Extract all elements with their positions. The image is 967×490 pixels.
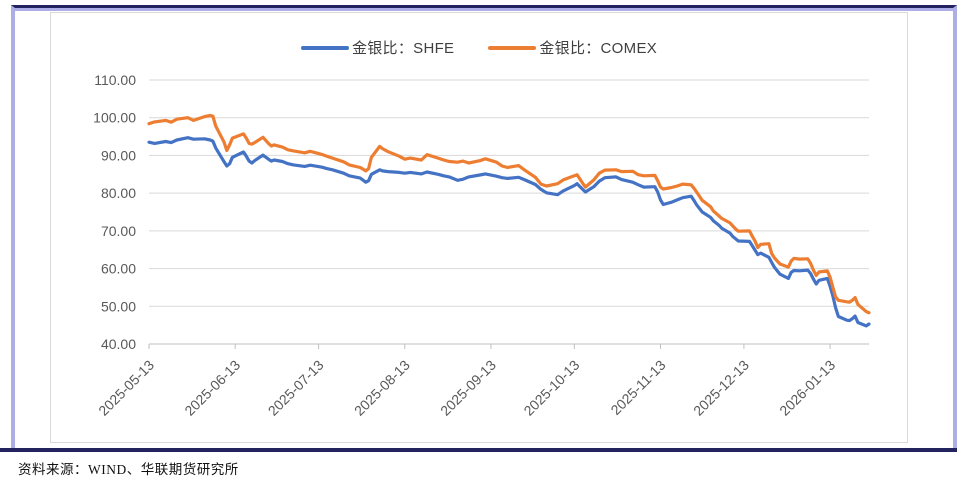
- x-axis-tick-label: 2026-01-13: [776, 357, 838, 419]
- chart-legend: 金银比：SHFE 金银比：COMEX: [51, 37, 907, 58]
- legend-swatch-shfe: [300, 45, 349, 50]
- series-line-shfe: [147, 136, 871, 328]
- y-axis-tick-label: 90.00: [101, 147, 136, 163]
- x-axis-tick-label: 2025-05-13: [95, 357, 157, 419]
- legend-swatch-comex: [488, 45, 537, 50]
- plot-svg: 110.00 100.00 90.00 80.00 70.00 60.00 50.00 40.…: [93, 72, 871, 419]
- y-axis-tick-label: 80.00: [101, 185, 136, 201]
- source-note: 资料来源：WIND、华联期货研究所: [18, 462, 239, 477]
- y-axis-tick-label: 50.00: [101, 298, 136, 314]
- x-axis-tick-label: 2025-11-13: [607, 357, 668, 418]
- legend-item-shfe: 金银比：SHFE: [300, 37, 455, 58]
- x-axis-tick-label: 2025-10-13: [520, 357, 582, 419]
- legend-item-comex: 金银比：COMEX: [488, 37, 657, 58]
- legend-label-comex: 金银比：COMEX: [539, 40, 658, 57]
- series-line-comex: [147, 113, 871, 315]
- x-axis-tick-label: 2025-09-13: [437, 357, 499, 419]
- legend-label-shfe: 金银比：SHFE: [351, 40, 455, 57]
- y-axis-tick-label: 60.00: [101, 261, 136, 277]
- x-axis-tick-label: 2025-06-13: [181, 357, 243, 419]
- y-axis-tick-label: 70.00: [101, 223, 136, 239]
- bottom-accent-bar: [0, 448, 957, 452]
- y-axis-tick-label: 110.00: [94, 72, 136, 88]
- y-axis-tick-label: 40.00: [101, 336, 136, 352]
- chart-canvas: 110.00 100.00 90.00 80.00 70.00 60.00 50.00 40.…: [50, 12, 908, 443]
- x-axis-tick-label: 2025-12-13: [690, 357, 752, 419]
- y-axis-tick-label: 100.00: [93, 110, 136, 126]
- x-axis-tick-label: 2025-07-13: [265, 357, 327, 419]
- x-axis-tick-label: 2025-08-13: [351, 357, 413, 419]
